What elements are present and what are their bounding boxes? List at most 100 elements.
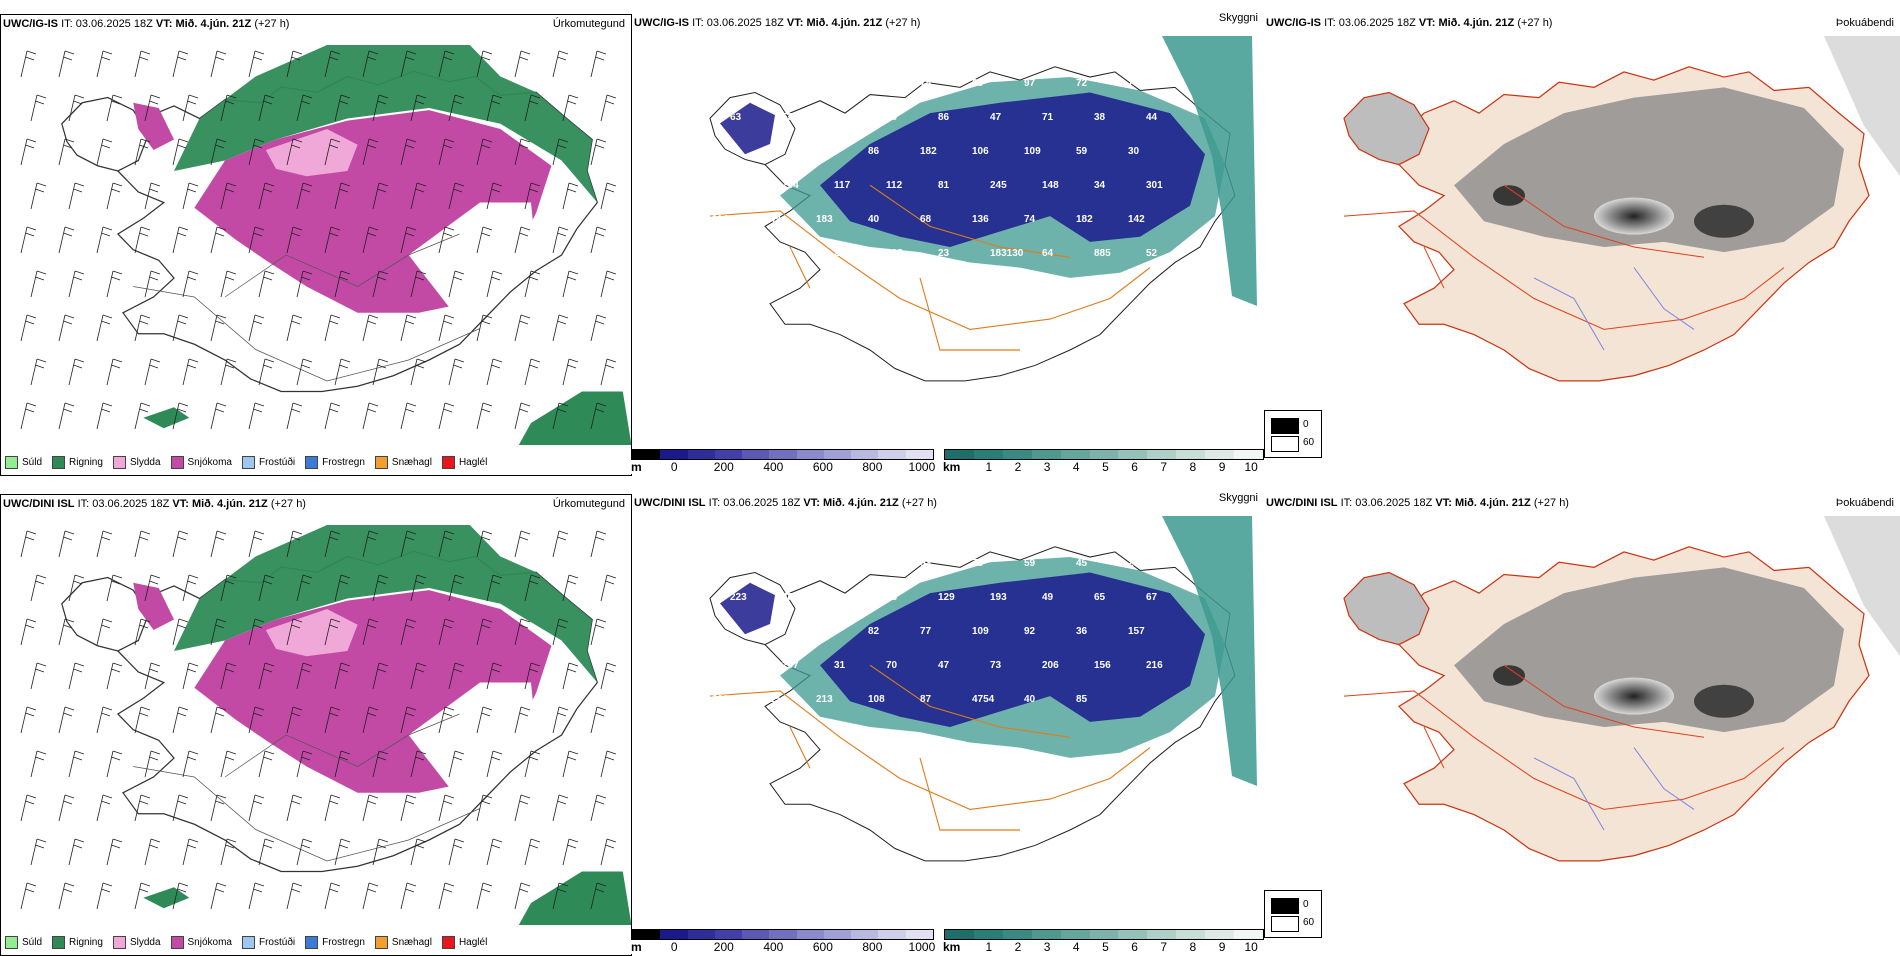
cloudbase-label: 83 [886, 592, 898, 603]
panel-title: UWC/IG-IS IT: 03.06.2025 18Z VT: Mið. 4.… [634, 17, 921, 29]
legend-swatch [112, 936, 126, 949]
cloudbase-label: 59 [1076, 146, 1088, 157]
cloudbase-label: 117 [834, 180, 851, 191]
colorbar-tick: 5 [1102, 460, 1109, 474]
visibility-colorbar: 1 2 3 4 5 6 7 8 9 10 km [943, 449, 1264, 474]
colorbar-tick: 7 [1160, 460, 1168, 474]
legend-label: Slydda [129, 937, 161, 948]
cloudbase-label: 183 [816, 214, 833, 225]
colorbar-segment [1060, 450, 1090, 459]
panel-title: UWC/IG-IS IT: 03.06.2025 18Z VT: Mið. 4.… [1266, 17, 1553, 29]
colorbar-segment [714, 450, 743, 459]
dry-area [408, 682, 537, 788]
westfjords-outline [1343, 571, 1430, 646]
cloudbase-label: 65 [1094, 592, 1106, 603]
legend-label: Frostúði [258, 457, 296, 468]
road-lines [1343, 184, 1785, 330]
wind-barbs [20, 530, 617, 910]
colorbar-tick: 8 [1189, 940, 1197, 954]
colorbar-tick: 10 [1244, 460, 1258, 474]
cloudbase-label: 182 [1076, 214, 1093, 225]
legend-swatch [441, 936, 455, 949]
colorbar-strip [944, 449, 1264, 460]
cloudbase-label: 109 [1024, 146, 1041, 157]
cloudbase-label: 71 [1042, 112, 1054, 123]
cloudbase-label: 67 [1146, 592, 1158, 603]
legend-label: Snæhagl [391, 937, 432, 948]
colorbar-segment [905, 930, 933, 939]
colorbar-segment [1118, 930, 1148, 939]
panel-title: UWC/DINI ISL IT: 03.06.2025 18Z VT: Mið.… [1266, 497, 1569, 509]
cloudbase-label: 70 [886, 112, 898, 123]
cloudbase-label: 30 [1128, 146, 1140, 157]
dry-area [408, 202, 537, 308]
colorbar-segment [1147, 450, 1177, 459]
cloudbase-label: 98 [868, 558, 880, 569]
colorbar-tick: 5 [1102, 940, 1109, 954]
cloudbase-label: 59 [1024, 558, 1036, 569]
legend-swatch [305, 456, 319, 469]
cloudbase-label: 66 [972, 78, 984, 89]
cloudbase-label: 63 [816, 626, 828, 637]
legend-item: Snæhagl [374, 456, 432, 469]
legend-item: Frostregn [305, 456, 365, 469]
colorbar-segment [1176, 930, 1206, 939]
colorbar-segment [633, 930, 661, 939]
legend-swatch [5, 456, 18, 469]
cloudbase-label: 68 [920, 214, 932, 225]
cloudbase-label: 44 [834, 112, 846, 123]
cloudbase-labels: 60 52 30 46 78 66 97 72 76 63 53 44 70 86 47 71 38 44 35 77… [712, 78, 1163, 293]
legend-swatch [374, 456, 388, 469]
colorbar-ticks: 0 200 400 600 800 1000 [632, 460, 935, 474]
legend-item: Súld [5, 936, 42, 949]
fog-index-map [1343, 516, 1900, 862]
rain-area-se [518, 391, 631, 445]
cloudbase-label: 287 [1128, 558, 1145, 569]
rain-area [174, 525, 598, 683]
colorbar-segment [1089, 450, 1119, 459]
cloudbase-label: 45 [1076, 558, 1088, 569]
legend-item: Snæhagl [374, 936, 432, 949]
cloudbase-label: 74 [1024, 214, 1036, 225]
legend-item: Frostúði [241, 936, 296, 949]
legend-swatch [112, 456, 126, 469]
cloudbase-label: 23 [938, 248, 950, 259]
colorbar-segment [905, 450, 933, 459]
cloudbase-label: 203 [712, 694, 729, 705]
cloudbase-label: 213 [816, 694, 833, 705]
cloudbase-label: 63 [730, 112, 742, 123]
legend-label: Haglél [458, 937, 488, 948]
cloudbase-label: 36 [1076, 626, 1088, 637]
fog-legend-swatch [1271, 418, 1299, 434]
cloudbase-label: 764 [730, 180, 747, 191]
cloudbase-label: 26 [834, 248, 846, 259]
legend-item: Súld [5, 456, 42, 469]
cloudbase-label: 35 [712, 146, 724, 157]
cloudbase-label: 106 [972, 146, 989, 157]
colorbar-segment [1118, 450, 1148, 459]
colorbar-tick: 2 [1014, 460, 1022, 474]
cloudbase-label: 193 [990, 592, 1007, 603]
colorbar-tick: 400 [763, 460, 784, 474]
westfjords-outline [61, 576, 150, 652]
colorbar-segment [687, 930, 715, 939]
legend-label: Rigning [69, 457, 103, 468]
fog-core [1594, 197, 1674, 235]
cloudbase-label: 38 [1094, 112, 1106, 123]
colorbar-tick: 600 [812, 940, 833, 954]
cloudbase-label: 44 [1146, 112, 1158, 123]
cloudbase-label: 95 [764, 282, 776, 293]
legend-item: Frostúði [241, 456, 296, 469]
legend-item: Snjókoma [170, 936, 232, 949]
rain-area-south [143, 887, 190, 909]
road-lines [133, 713, 481, 862]
cloudbase-label: 60 [712, 78, 724, 89]
cloudbase-label: 78 [920, 78, 932, 89]
colorbar-segment [742, 930, 770, 939]
cloudbase-map: 86 76 68 98 93 73 59 45 287 223 48 94 83 129 193 49 65 67… [709, 516, 1257, 862]
legend-item: Frostregn [305, 936, 365, 949]
legend-label: Frostúði [258, 937, 296, 948]
colorbar-unit: m [631, 460, 644, 474]
colorbar-tick: 10 [1244, 940, 1258, 954]
colorbar-segment [714, 930, 743, 939]
